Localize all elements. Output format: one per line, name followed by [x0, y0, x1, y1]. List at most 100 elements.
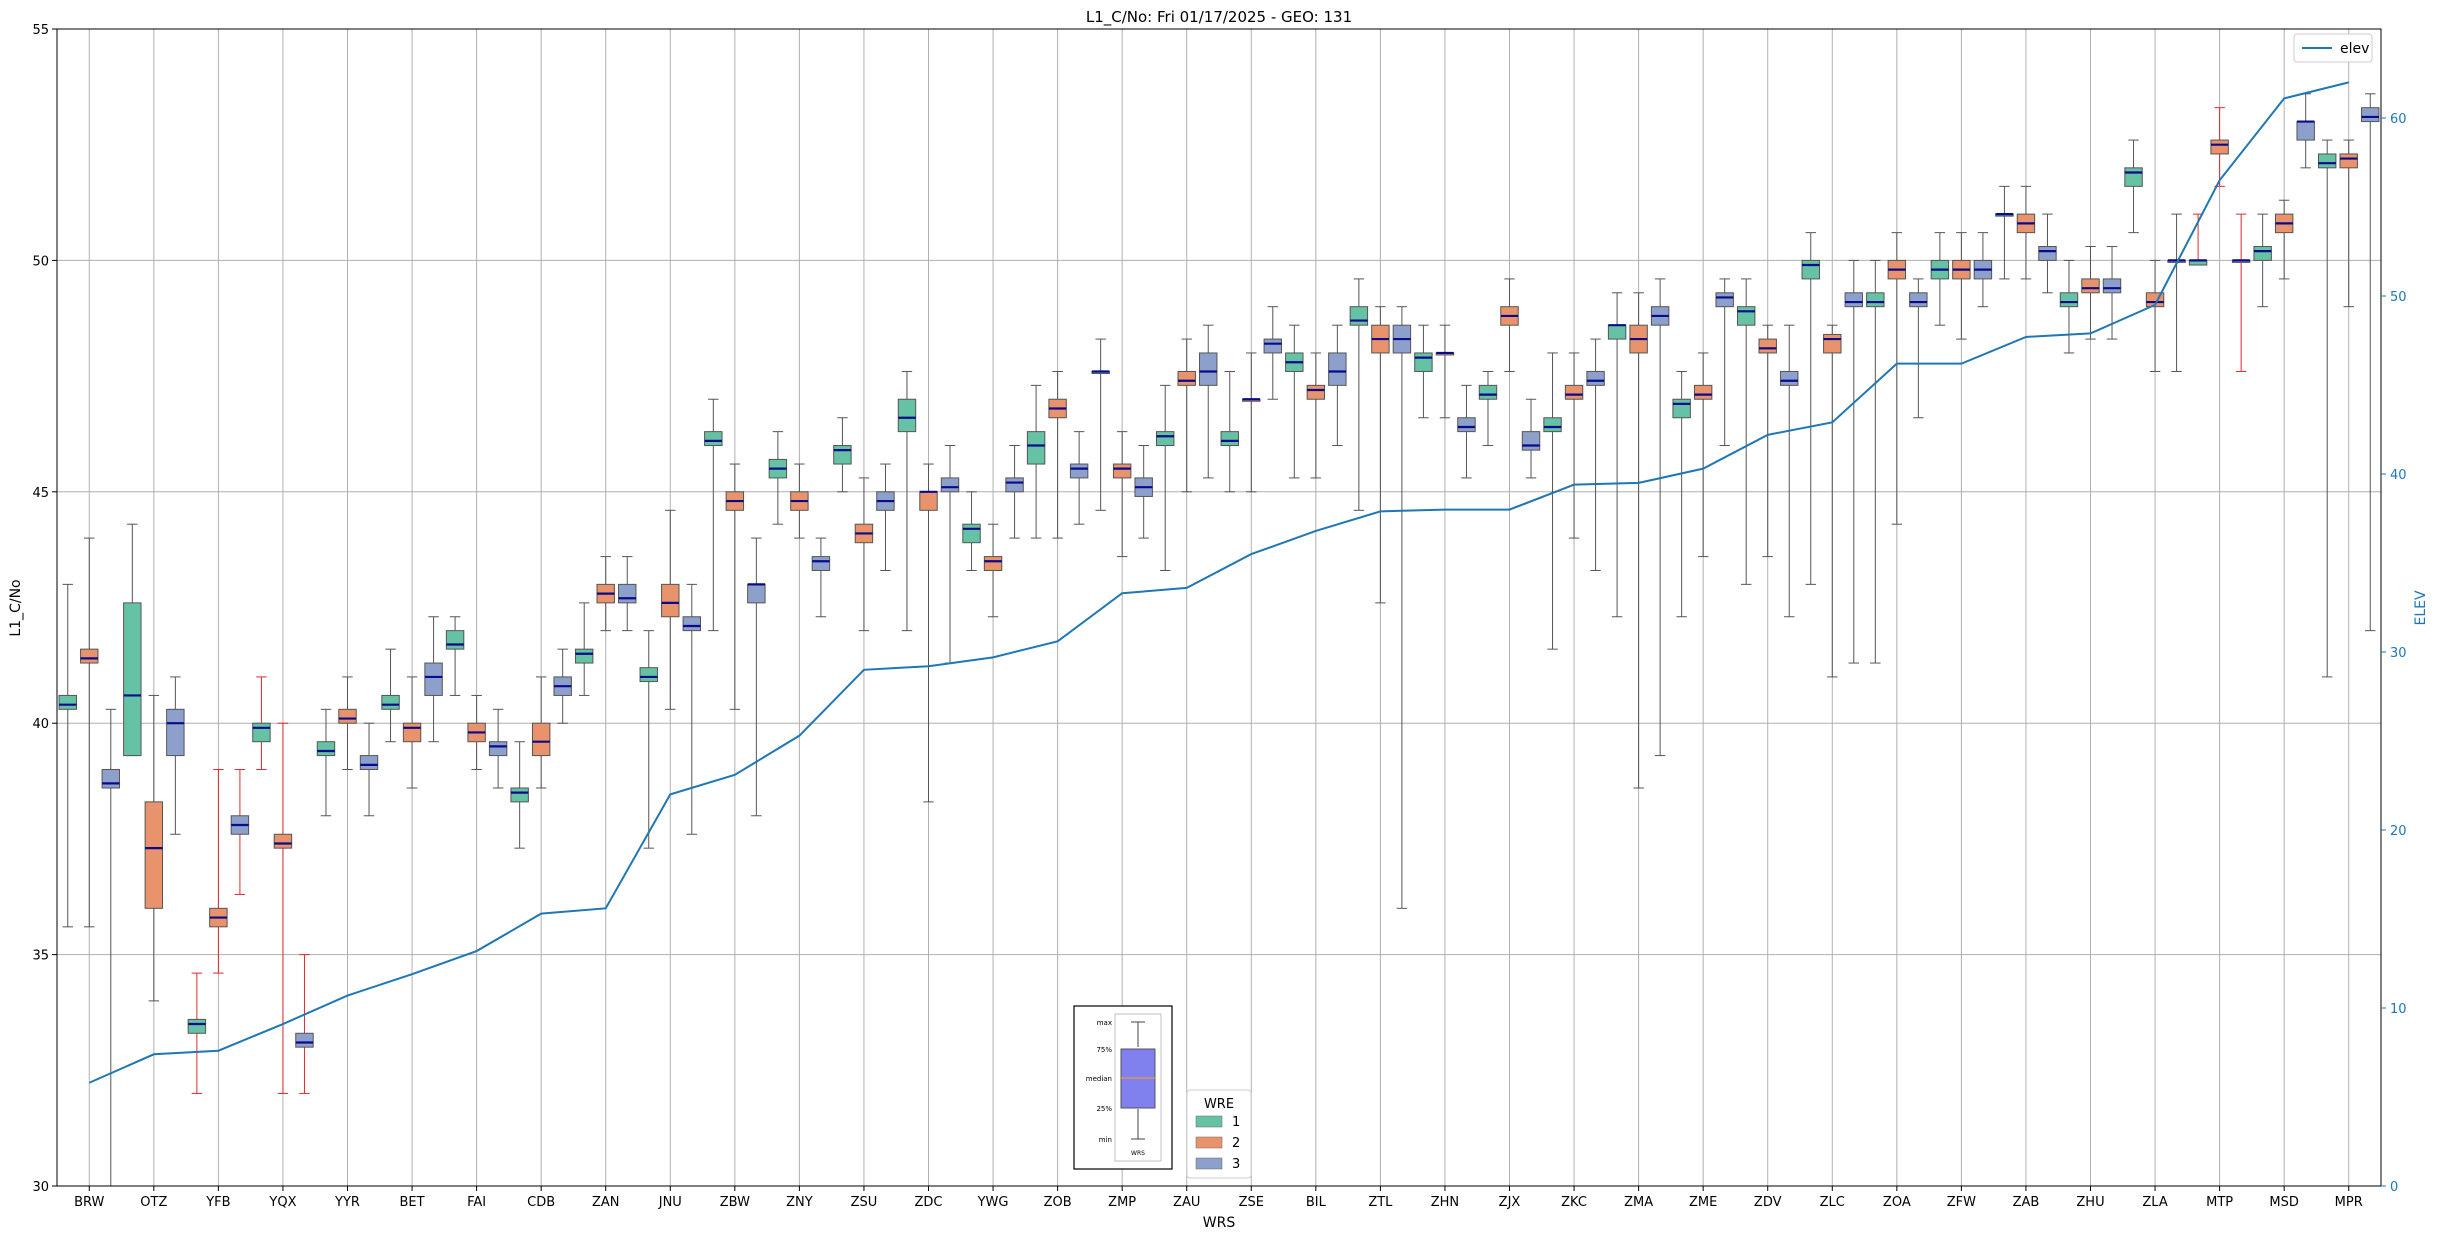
box: [338, 708, 357, 724]
key-label-max: max: [1097, 1019, 1112, 1027]
y-tick-label: 50: [32, 254, 49, 269]
box: [983, 556, 1003, 571]
axes-layer: 30 35 40 45 50 55 0 10 20 30 40 50 60 BRW OTZ YFB YQX YYR…: [32, 23, 2406, 1210]
box: [897, 398, 917, 433]
x-tick-label: MTP: [2206, 1195, 2233, 1210]
box: [166, 708, 185, 757]
x-tick-label: YYR: [334, 1195, 360, 1210]
box: [80, 648, 99, 664]
key-xlabel: WRS: [1131, 1150, 1145, 1157]
box: [2059, 292, 2079, 308]
x-tick-label: ZDC: [915, 1195, 943, 1210]
box-key-inset: max 75% median 25% min WRS: [1073, 1005, 1173, 1170]
x-tick-label: ZOB: [1044, 1195, 1072, 1210]
box-layer: [58, 93, 2380, 1187]
box: [2102, 278, 2122, 294]
box: [919, 491, 938, 511]
x-tick-label: ZKC: [1561, 1195, 1587, 1210]
box: [273, 833, 293, 849]
x-tick-label: BET: [400, 1195, 425, 1210]
x-tick-label: MSD: [2269, 1195, 2298, 1210]
x-tick-label: ZSE: [1239, 1195, 1264, 1210]
x-tick-label: ZDV: [1754, 1195, 1782, 1210]
y2-tick-label: 40: [2390, 468, 2407, 483]
grid-layer: [57, 28, 2381, 1187]
wre-legend-title: WRE: [1204, 1097, 1234, 1112]
box: [1328, 352, 1347, 386]
box: [1349, 306, 1369, 326]
box: [962, 523, 981, 544]
box: [1866, 292, 1885, 308]
box: [101, 768, 121, 789]
x-tick-label: BRW: [74, 1195, 104, 1210]
box: [661, 583, 680, 618]
x-tick-label: YQX: [268, 1195, 296, 1210]
box: [2124, 167, 2143, 187]
x-tick-label: ZHU: [2076, 1195, 2104, 1210]
x-tick-label: FAI: [467, 1195, 486, 1210]
box: [488, 741, 508, 757]
x-tick-label: ZNY: [786, 1195, 813, 1210]
box: [1112, 463, 1132, 479]
y-tick-label: 30: [32, 1180, 49, 1195]
key-label-q3: 75%: [1096, 1046, 1112, 1054]
box: [2210, 139, 2229, 155]
box: [1414, 352, 1433, 372]
box: [747, 583, 766, 604]
x-tick-label: ZSU: [851, 1195, 878, 1210]
x-tick-label: ZME: [1689, 1195, 1717, 1210]
box: [1693, 384, 1713, 400]
box: [1823, 333, 1842, 354]
box: [1220, 431, 1239, 447]
x-axis-label: WRS: [1203, 1215, 1236, 1231]
x-tick-label: ZBW: [720, 1195, 750, 1210]
x-tick-label: OTZ: [140, 1195, 167, 1210]
box: [1736, 306, 1756, 326]
x-tick-label: ZLC: [1820, 1195, 1845, 1210]
box: [531, 722, 551, 757]
key-label-min: min: [1099, 1136, 1112, 1144]
box: [1780, 370, 1799, 386]
box: [1586, 370, 1605, 386]
box: [1263, 338, 1283, 354]
y2-tick-label: 60: [2390, 112, 2407, 127]
elev-line: [88, 81, 2349, 1084]
y-axis-label: L1_C/No: [8, 579, 24, 636]
box: [1564, 384, 1584, 400]
x-tick-label: ZAU: [1173, 1195, 1200, 1210]
legend-swatch: [1195, 1157, 1223, 1170]
elev-legend-label: elev: [2340, 41, 2369, 57]
box: [833, 445, 852, 465]
y-tick-label: 55: [32, 23, 49, 38]
y-tick-label: 35: [32, 949, 49, 964]
y2-axis-label: ELEV: [2413, 590, 2429, 625]
box: [682, 616, 702, 632]
y2-tick-label: 10: [2390, 1002, 2407, 1017]
box: [2296, 121, 2315, 141]
box: [704, 431, 723, 447]
box: [316, 741, 336, 757]
box: [2253, 246, 2272, 261]
legend-swatch: [1195, 1136, 1223, 1149]
x-tick-label: CDB: [527, 1195, 555, 1210]
x-tick-label: ZAB: [2013, 1195, 2040, 1210]
box: [1155, 431, 1175, 447]
box: [144, 801, 164, 909]
box: [402, 722, 422, 743]
x-tick-label: MPR: [2335, 1195, 2363, 1210]
box: [1026, 431, 1046, 465]
box: [295, 1032, 314, 1048]
x-tick-label: ZMA: [1624, 1195, 1653, 1210]
box: [424, 662, 443, 696]
x-tick-label: BIL: [1306, 1195, 1327, 1210]
x-tick-label: ZOA: [1883, 1195, 1911, 1210]
box: [58, 694, 77, 710]
x-tick-label: ZFW: [1947, 1195, 1976, 1210]
box: [1199, 352, 1218, 386]
box: [1543, 417, 1562, 433]
legend-label: 3: [1232, 1157, 1240, 1172]
x-tick-label: ZLA: [2142, 1195, 2167, 1210]
box: [2361, 107, 2380, 123]
box: [940, 477, 960, 493]
